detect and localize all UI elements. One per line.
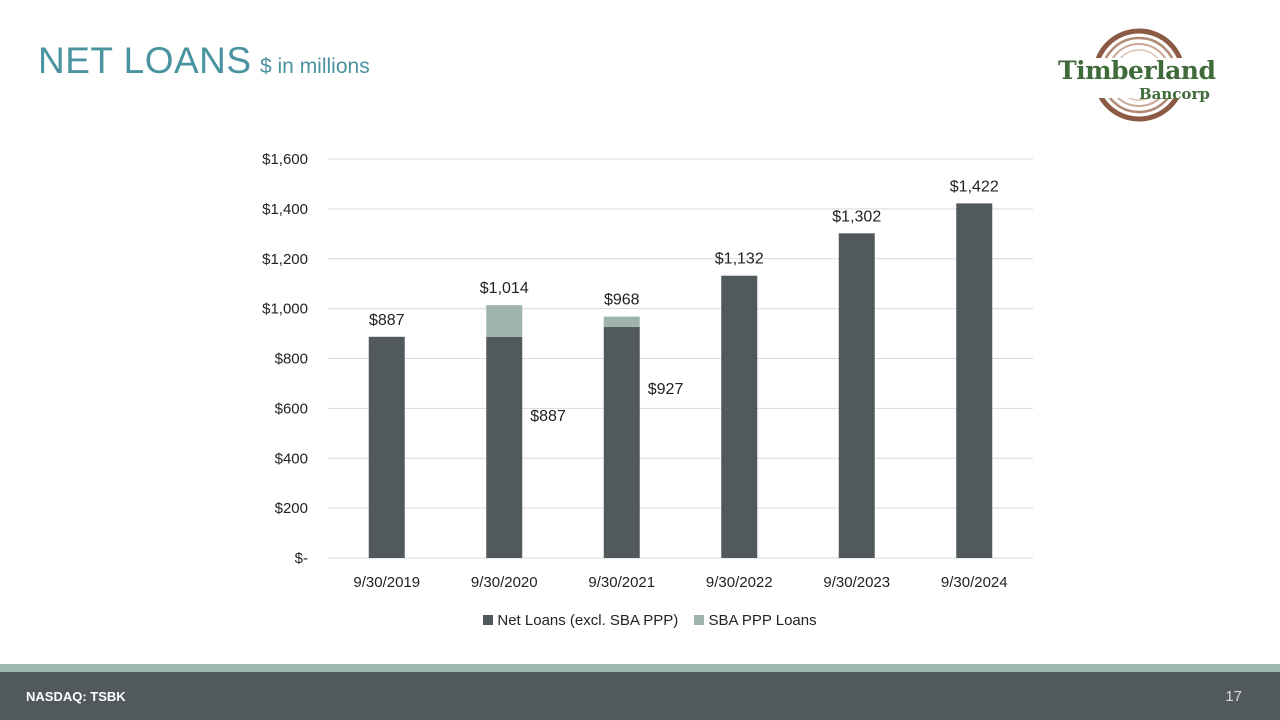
logo-subname: Bancorp bbox=[1139, 85, 1210, 103]
legend-label-net-loans: Net Loans (excl. SBA PPP) bbox=[497, 612, 679, 629]
bar-net-loans bbox=[721, 275, 758, 558]
footer-bar: NASDAQ: TSBK 17 bbox=[0, 672, 1280, 720]
y-tick-label: $200 bbox=[275, 500, 308, 517]
page-number: 17 bbox=[1225, 688, 1242, 705]
x-tick-label: 9/30/2023 bbox=[823, 574, 890, 591]
footer-stripe bbox=[0, 664, 1280, 672]
tree-ring-logo-icon bbox=[1056, 28, 1228, 122]
data-labels: $887 $1,014 $968 $1,132 $1,302 $1,422 $887 $927 bbox=[369, 178, 999, 424]
y-tick-label: $1,200 bbox=[262, 251, 308, 268]
logo-name: Timberland bbox=[1058, 56, 1216, 85]
timberland-logo: Timberland Bancorp bbox=[1052, 26, 1232, 126]
x-axis-ticks: 9/30/2019 9/30/2020 9/30/2021 9/30/2022 9/30… bbox=[353, 574, 1007, 591]
chart-legend: Net Loans (excl. SBA PPP) SBA PPP Loans bbox=[0, 612, 1280, 629]
y-tick-label: $- bbox=[295, 550, 308, 567]
legend-item-net-loans: Net Loans (excl. SBA PPP) bbox=[483, 612, 678, 629]
legend-label-sba-ppp: SBA PPP Loans bbox=[708, 612, 817, 629]
total-label: $968 bbox=[604, 292, 640, 309]
title-main: NET LOANS bbox=[38, 40, 252, 81]
bar-sba-ppp bbox=[603, 316, 640, 327]
bar-net-loans bbox=[486, 336, 523, 558]
segment-label: $927 bbox=[648, 381, 684, 398]
x-tick-label: 9/30/2019 bbox=[353, 574, 420, 591]
y-tick-label: $400 bbox=[275, 450, 308, 467]
footer-ticker: NASDAQ: TSBK bbox=[26, 689, 126, 704]
bar-net-loans bbox=[956, 203, 993, 559]
slide-title: NET LOANS $ in millions bbox=[38, 40, 370, 82]
total-label: $1,302 bbox=[832, 208, 881, 225]
y-tick-label: $1,600 bbox=[262, 151, 308, 168]
bar-net-loans bbox=[838, 233, 875, 558]
y-tick-label: $800 bbox=[275, 351, 308, 368]
y-axis-ticks: $- $200 $400 $600 $800 $1,000 $1,200 $1,400 $1,6… bbox=[262, 151, 308, 567]
x-tick-label: 9/30/2020 bbox=[471, 574, 538, 591]
x-tick-label: 9/30/2021 bbox=[588, 574, 655, 591]
x-tick-label: 9/30/2024 bbox=[941, 574, 1008, 591]
bars bbox=[368, 203, 993, 559]
bar-sba-ppp bbox=[486, 305, 523, 337]
gridlines bbox=[328, 158, 1033, 559]
y-tick-label: $600 bbox=[275, 400, 308, 417]
total-label: $1,014 bbox=[480, 280, 529, 297]
x-tick-label: 9/30/2022 bbox=[706, 574, 773, 591]
total-label: $1,132 bbox=[715, 251, 764, 268]
title-subtitle: $ in millions bbox=[260, 55, 370, 78]
legend-item-sba-ppp: SBA PPP Loans bbox=[694, 612, 817, 629]
bar-net-loans bbox=[603, 326, 640, 558]
legend-swatch-sba-ppp bbox=[694, 615, 705, 625]
total-label: $1,422 bbox=[950, 178, 999, 195]
y-tick-label: $1,000 bbox=[262, 301, 308, 318]
total-label: $887 bbox=[369, 312, 405, 329]
y-tick-label: $1,400 bbox=[262, 201, 308, 218]
bar-net-loans bbox=[368, 336, 405, 558]
legend-swatch-net-loans bbox=[483, 615, 494, 625]
segment-label: $887 bbox=[530, 408, 566, 425]
net-loans-chart: $- $200 $400 $600 $800 $1,000 $1,200 $1,400 $1,6… bbox=[262, 151, 1033, 591]
